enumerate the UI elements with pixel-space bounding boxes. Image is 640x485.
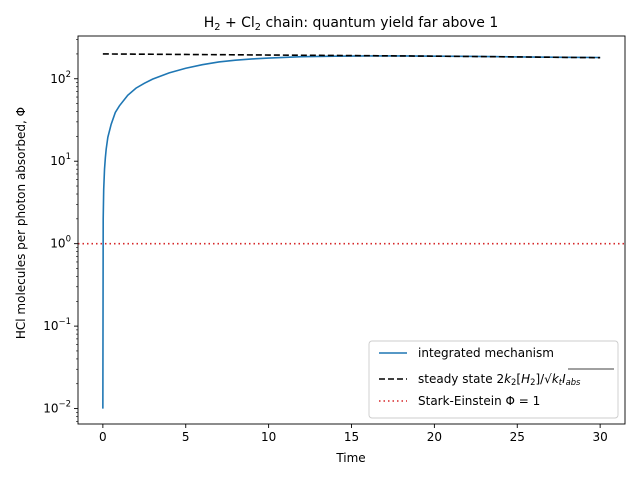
x-tick-label: 5 — [182, 430, 190, 444]
x-tick-label: 30 — [592, 430, 607, 444]
series-group — [78, 53, 625, 409]
x-tick-label: 15 — [344, 430, 359, 444]
legend-box — [368, 340, 619, 419]
y-tick-label: 100 — [50, 235, 71, 251]
series-line-2 — [102, 53, 601, 59]
legend-label-2: steady state 2k2[H2]/√ktIabs — [418, 372, 581, 387]
y-tick-label: 10−1 — [43, 317, 71, 333]
series-line-1 — [102, 55, 601, 409]
y-tick-label: 10−2 — [43, 400, 71, 416]
y-axis-label: HCl molecules per photon absorbed, Φ — [14, 107, 28, 339]
chart-text: H2 + Cl2 chain: quantum yield far above … — [14, 15, 498, 465]
plot-area — [78, 53, 625, 409]
x-tick-label: 20 — [427, 430, 442, 444]
x-tick-label: 25 — [510, 430, 525, 444]
y-tick-label: 101 — [50, 152, 71, 168]
legend-label-1: integrated mechanism — [418, 346, 554, 360]
chart-title: H2 + Cl2 chain: quantum yield far above … — [204, 15, 499, 33]
y-tick-label: 102 — [50, 70, 71, 86]
axes: 0 5 10 15 20 25 30 10−2 10−1 100 101 102 — [43, 35, 626, 444]
x-tick-label: 10 — [261, 430, 276, 444]
legend: integrated mechanism steady state 2k2[H2]… — [368, 340, 619, 419]
legend-label-3: Stark-Einstein Φ = 1 — [418, 394, 540, 408]
x-tick-label: 0 — [99, 430, 107, 444]
x-axis-label: Time — [335, 451, 365, 465]
